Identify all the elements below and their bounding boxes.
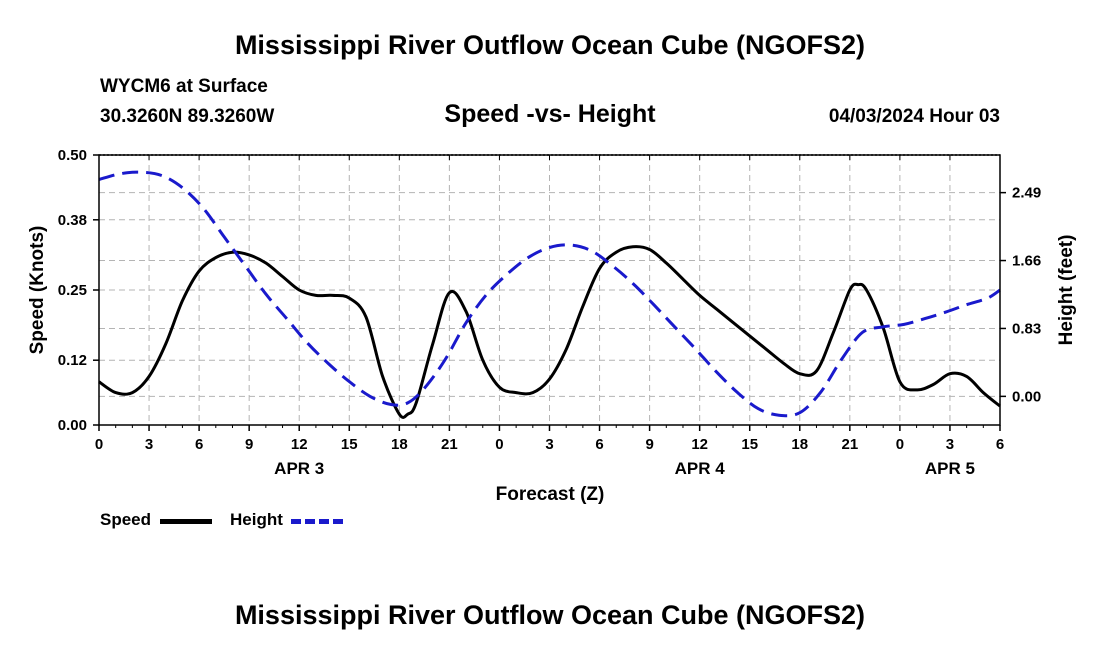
x-day-label: APR 5 (925, 459, 975, 478)
y-axis-label: Speed (Knots) (27, 226, 48, 355)
y-tick-label: 0.00 (58, 417, 87, 434)
legend-speed-swatch (160, 519, 212, 524)
x-tick-label: 6 (996, 436, 1004, 453)
location-label: 30.3260N 89.3260W (100, 106, 275, 127)
legend-height-label: Height (230, 510, 283, 529)
station-label: WYCM6 at Surface (100, 76, 268, 97)
y2-tick-label: 1.66 (1012, 253, 1041, 270)
x-tick-label: 6 (195, 436, 203, 453)
x-tick-label: 9 (245, 436, 253, 453)
grid-layer (99, 155, 1000, 425)
y-tick-label: 0.12 (58, 352, 87, 369)
y2-tick-label: 0.00 (1012, 388, 1041, 405)
x-tick-label: 15 (741, 436, 758, 453)
x-tick-label: 9 (645, 436, 653, 453)
x-day-label: APR 3 (274, 459, 324, 478)
y-tick-label: 0.25 (58, 282, 87, 299)
datetime-label: 04/03/2024 Hour 03 (828, 106, 1000, 127)
series-layer (98, 170, 1001, 419)
legend-speed-label: Speed (100, 510, 152, 529)
page-title: Mississippi River Outflow Ocean Cube (NG… (234, 30, 866, 60)
x-tick-label: 12 (691, 436, 708, 453)
y2-axis-label: Height (feet) (1056, 235, 1077, 346)
x-tick-label: 3 (145, 436, 153, 453)
x-tick-label: 3 (946, 436, 954, 453)
x-tick-label: 12 (291, 436, 308, 453)
y2-tick-label: 2.49 (1012, 185, 1041, 202)
chart-title: Speed -vs- Height (444, 100, 656, 128)
x-axis-label: Forecast (Z) (496, 484, 605, 505)
axis-layer: 0 3 6 9 12 15 18 21 0 3 6 9 12 15 18 21 0 3 6 APR 3 APR 4 APR… (58, 147, 1041, 478)
x-tick-label: 21 (841, 436, 858, 453)
x-tick-label: 21 (441, 436, 458, 453)
y-tick-label: 0.38 (58, 212, 87, 229)
y2-tick-label: 0.83 (1012, 320, 1041, 337)
x-tick-label: 6 (595, 436, 603, 453)
x-tick-label: 18 (391, 436, 408, 453)
x-tick-label: 15 (341, 436, 358, 453)
y-tick-label: 0.50 (58, 147, 87, 164)
footer-title: Mississippi River Outflow Ocean Cube (NG… (234, 600, 866, 630)
legend-height-swatch (291, 519, 343, 524)
series-line-height (98, 170, 1001, 418)
x-tick-label: 18 (791, 436, 808, 453)
x-tick-label: 0 (896, 436, 904, 453)
x-tick-label: 0 (495, 436, 503, 453)
series-line-speed (98, 245, 1001, 419)
x-tick-label: 3 (545, 436, 553, 453)
x-day-label: APR 4 (675, 459, 726, 478)
x-tick-label: 0 (95, 436, 103, 453)
